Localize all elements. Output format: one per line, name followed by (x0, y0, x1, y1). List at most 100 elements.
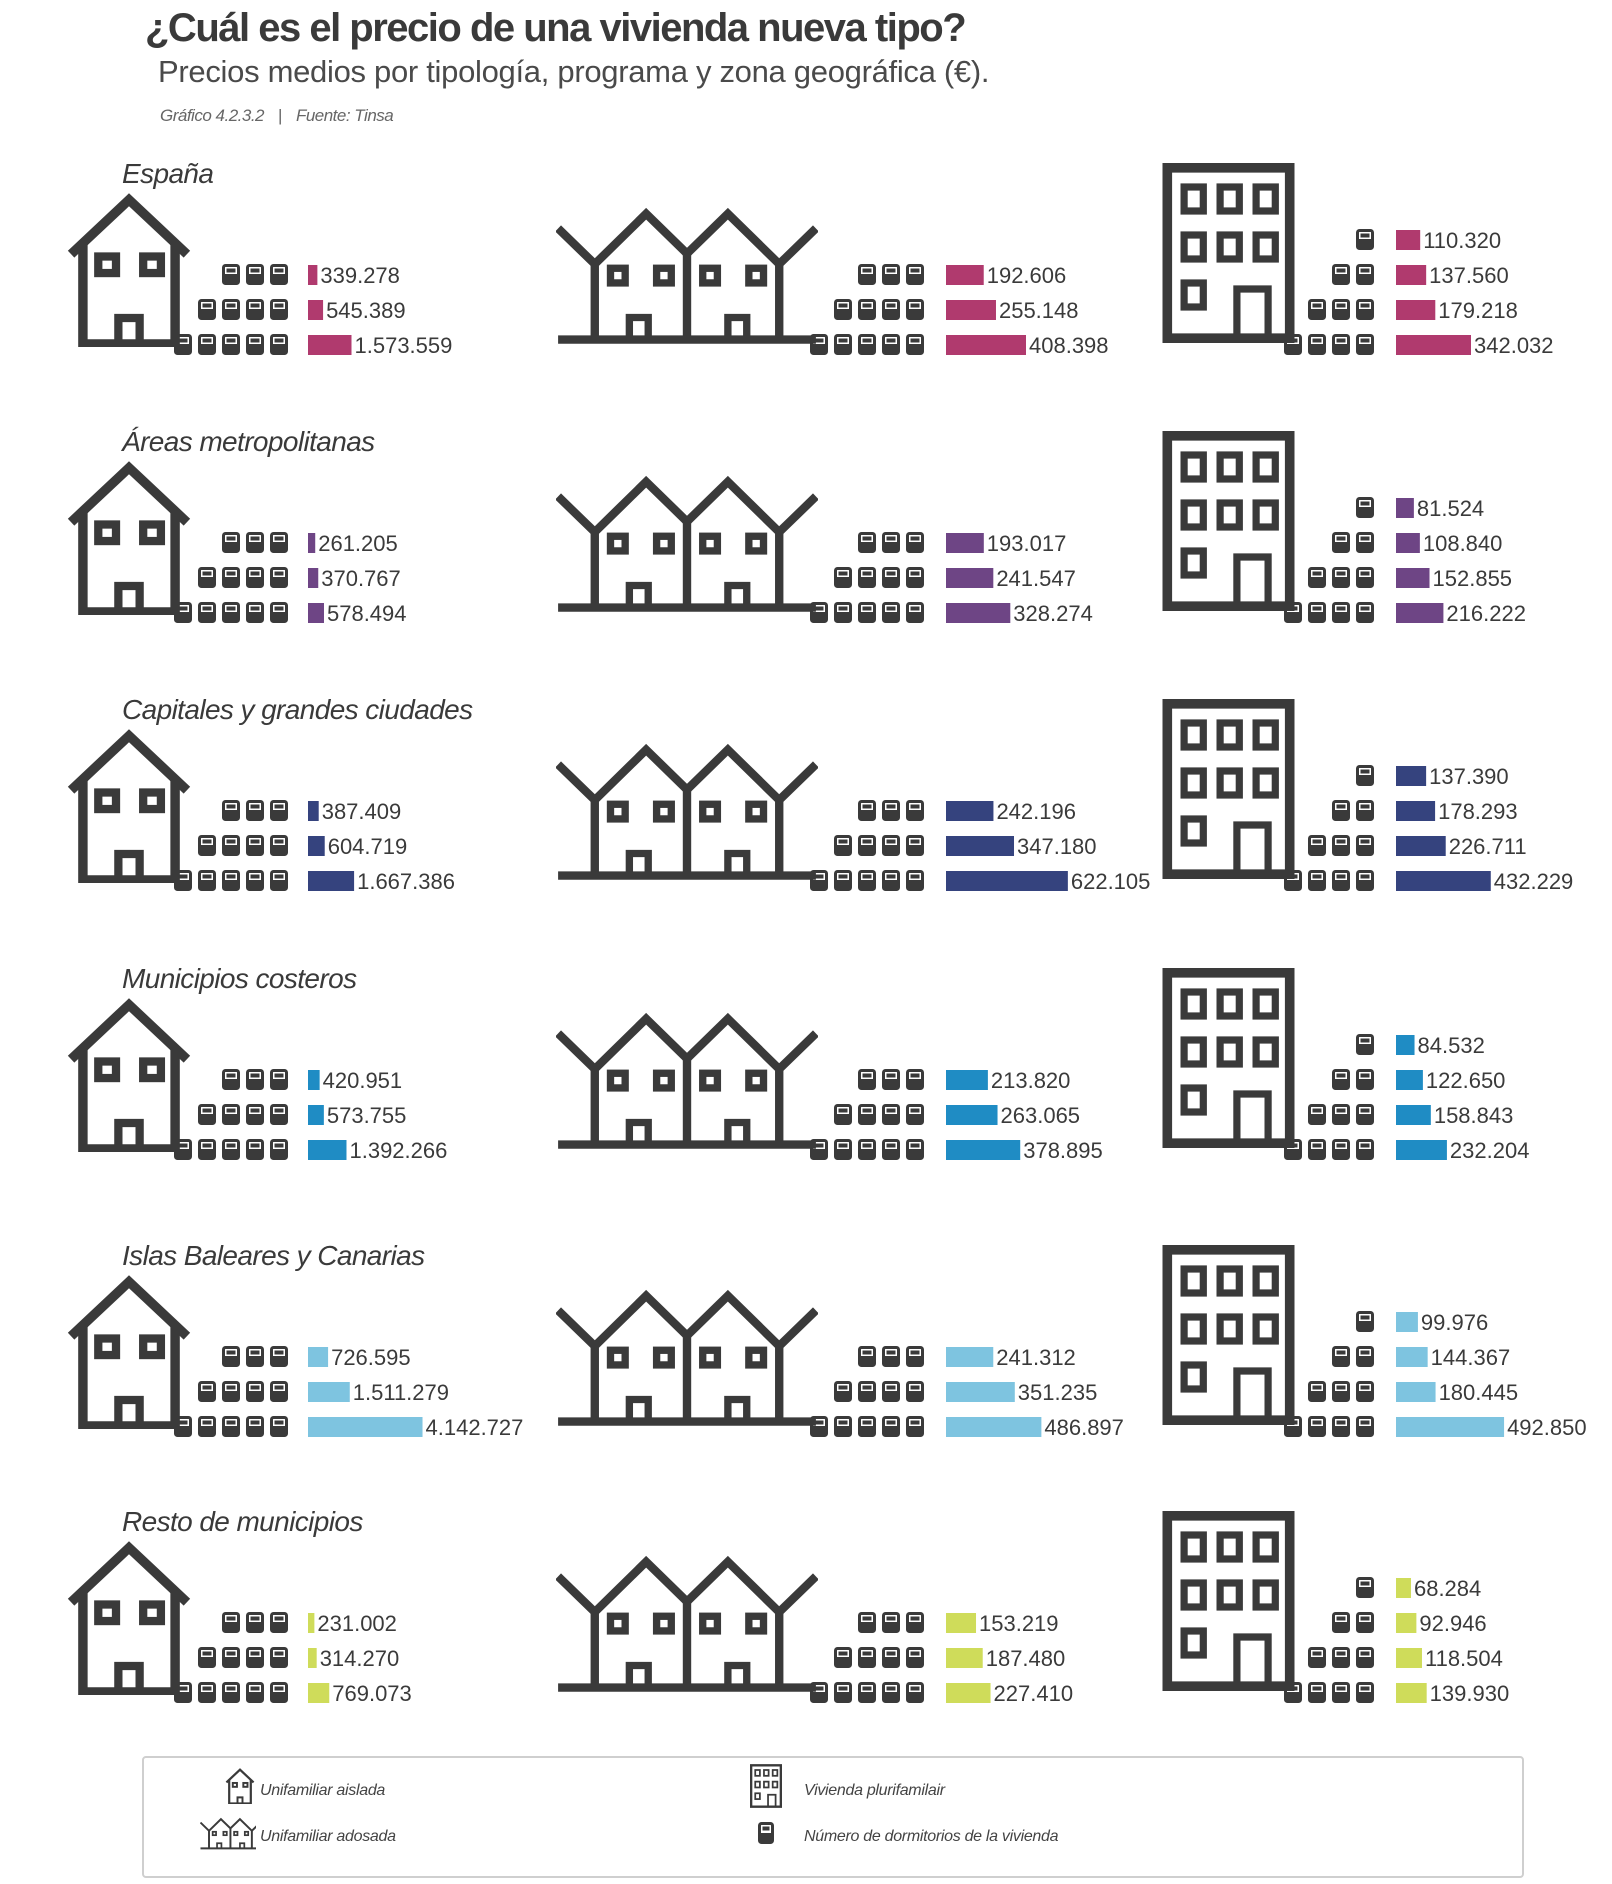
legend-adosada: Unifamiliar adosada (260, 1828, 396, 1845)
bedroom-icon (270, 567, 288, 588)
data-label: 347.180 (1017, 834, 1097, 859)
bedroom-icon (834, 1647, 852, 1668)
region-group: 387.409 604.719 1.667.386 242.196 347.180 622… (67, 699, 1573, 894)
bar (1396, 300, 1436, 320)
bedroom-icon (270, 1104, 288, 1125)
bar (946, 836, 1015, 856)
data-label: 1.392.266 (349, 1138, 447, 1163)
bedroom-icon (198, 567, 216, 588)
bedroom-icon (858, 870, 876, 891)
data-label: 118.504 (1425, 1646, 1503, 1671)
bedroom-icon (1332, 334, 1350, 355)
bedroom-icon (1356, 602, 1374, 623)
data-label: 1.573.559 (355, 333, 453, 358)
data-label: 261.205 (318, 531, 398, 556)
bar (946, 1648, 983, 1668)
data-label: 545.389 (326, 298, 406, 323)
bedroom-icon (834, 567, 852, 588)
bedroom-icon (198, 870, 216, 891)
bar (308, 1347, 329, 1367)
bedroom-icon (882, 1069, 900, 1090)
data-label: 153.219 (979, 1611, 1059, 1636)
bar (1396, 568, 1430, 588)
bar (946, 335, 1026, 355)
bedroom-icon (882, 1682, 900, 1703)
bedroom-icon (270, 1139, 288, 1160)
data-label: 180.445 (1439, 1380, 1519, 1405)
bedroom-icon (858, 1069, 876, 1090)
bedroom-icon (222, 1416, 240, 1437)
bar (308, 1683, 330, 1703)
bedroom-icon (174, 334, 192, 355)
data-label: 604.719 (328, 834, 408, 859)
bedroom-icon (246, 1647, 264, 1668)
bedroom-icon (222, 334, 240, 355)
detached-house-icon (67, 729, 191, 883)
data-label: 263.065 (1001, 1103, 1081, 1128)
bedroom-icon (270, 1381, 288, 1402)
bar (946, 871, 1068, 891)
bar (1396, 1312, 1418, 1332)
detached-house-icon (67, 193, 191, 347)
house-icon (225, 1768, 255, 1804)
bedroom-icon (858, 602, 876, 623)
bedroom-icon (1332, 1139, 1350, 1160)
bedroom-icon (270, 800, 288, 821)
data-label: 726.595 (331, 1345, 411, 1370)
bedroom-icon (1356, 765, 1374, 786)
semidetached-house-icon (556, 1012, 818, 1149)
bedroom-icon (222, 1069, 240, 1090)
bar (1396, 766, 1427, 786)
data-label: 1.667.386 (357, 869, 455, 894)
bedroom-icon (1356, 1416, 1374, 1437)
bedroom-icon (858, 835, 876, 856)
bar (308, 603, 324, 623)
bedroom-icon (198, 1647, 216, 1668)
bar (308, 568, 319, 588)
data-label: 255.148 (999, 298, 1079, 323)
bar (946, 1105, 998, 1125)
bedroom-icon (270, 532, 288, 553)
region-group: 339.278 545.389 1.573.559 192.606 255.148 408… (67, 163, 1554, 358)
figure-reference: Gráfico 4.2.3.2 (160, 106, 265, 125)
source-text: Fuente: Tinsa (295, 106, 394, 125)
bedroom-icon (222, 800, 240, 821)
bedroom-icon (810, 1682, 828, 1703)
bedroom-icon (906, 1346, 924, 1367)
bedroom-icon (1356, 870, 1374, 891)
region-title: Municipios costeros (122, 963, 357, 994)
bedroom-icon (834, 602, 852, 623)
legend-dormitorios: Número de dormitorios de la vivienda (804, 1828, 1059, 1845)
bedroom-icon (1356, 299, 1374, 320)
bar (308, 871, 355, 891)
data-label: 378.895 (1023, 1138, 1103, 1163)
bedroom-icon (1332, 835, 1350, 856)
bar (946, 300, 996, 320)
bar (1396, 1140, 1447, 1160)
bedroom-icon (906, 1069, 924, 1090)
bedroom-icon (882, 602, 900, 623)
bedroom-icon (246, 1139, 264, 1160)
semidetached-house-icon (556, 1555, 818, 1692)
bedroom-icon (1308, 299, 1326, 320)
bedroom-icon (882, 567, 900, 588)
bedroom-icon (858, 1682, 876, 1703)
chart-subtitle: Precios medios por tipología, programa y… (158, 54, 990, 89)
bedroom-icon (882, 1139, 900, 1160)
bedroom-icon (174, 870, 192, 891)
bedroom-icon (1356, 497, 1374, 518)
bedroom-icon (198, 299, 216, 320)
bedroom-icon (1332, 567, 1350, 588)
bedroom-icon (906, 264, 924, 285)
bedroom-icon (858, 1139, 876, 1160)
bedroom-icon (858, 334, 876, 355)
bedroom-icon (198, 1381, 216, 1402)
bedroom-icon (1356, 1647, 1374, 1668)
data-label: 492.850 (1507, 1415, 1587, 1440)
bedroom-icon (1332, 1104, 1350, 1125)
bedroom-icon (906, 870, 924, 891)
bedroom-icon (858, 1381, 876, 1402)
data-label: 144.367 (1431, 1345, 1511, 1370)
bedroom-icon (906, 1682, 924, 1703)
bedroom-icon (1284, 1139, 1302, 1160)
